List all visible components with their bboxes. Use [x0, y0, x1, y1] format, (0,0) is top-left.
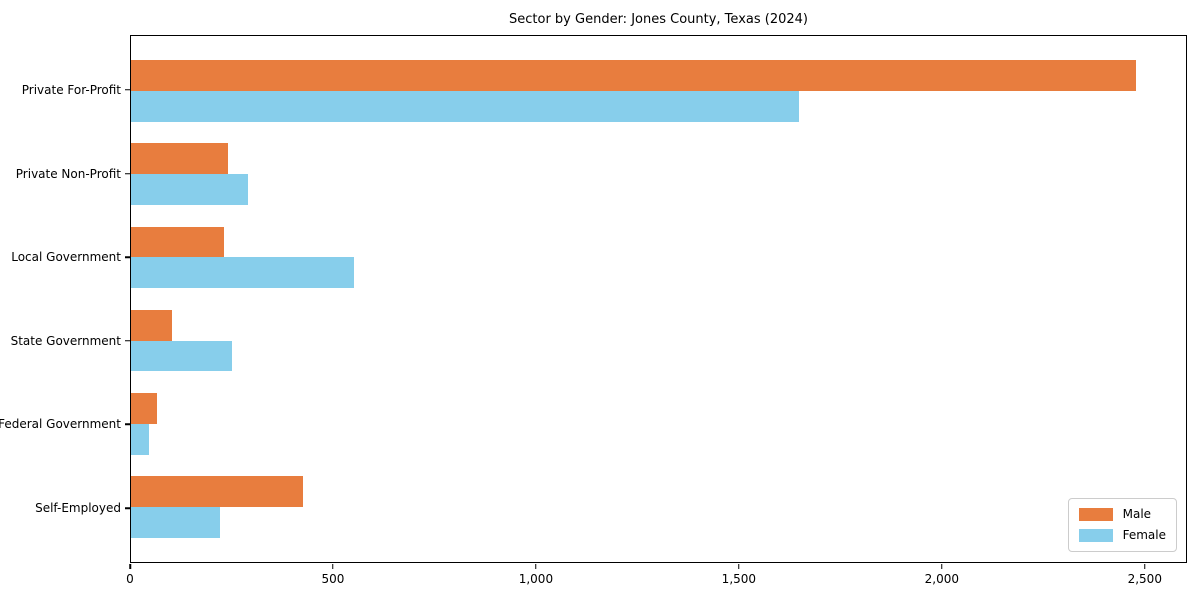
y-tick-label: Private For-Profit	[21, 82, 121, 97]
x-axis: 0 500 1,000 1,500 2,000 2,500	[126, 564, 1187, 598]
x-tick-label: 1,500	[721, 572, 757, 586]
legend-label-male: Male	[1122, 507, 1152, 521]
x-tick-mark	[129, 564, 131, 569]
legend-label-female: Female	[1122, 528, 1166, 542]
x-tick-label: 500	[321, 572, 345, 586]
y-tick-mark	[125, 89, 130, 91]
chart-title: Sector by Gender: Jones County, Texas (2…	[509, 12, 808, 27]
x-tick-label: 2,500	[1127, 572, 1162, 586]
legend-entry-male: Male	[1078, 507, 1166, 521]
bar-male	[131, 226, 225, 258]
y-axis-ticks	[125, 35, 130, 563]
y-tick-mark	[125, 256, 130, 258]
x-tick-mark	[941, 564, 943, 569]
y-tick-label: State Government	[10, 333, 121, 348]
y-tick-mark	[125, 340, 130, 342]
legend: Male Female	[1067, 498, 1177, 552]
bar-male	[131, 476, 304, 508]
bar-male	[131, 309, 172, 341]
x-tick-mark	[535, 564, 537, 569]
y-tick-label: Local Government	[11, 250, 121, 265]
x-tick-mark	[332, 564, 334, 569]
y-tick-label: Self-Employed	[35, 501, 121, 516]
y-tick-mark	[125, 423, 130, 426]
x-tick-label: 0	[126, 572, 134, 586]
plot-area: Male Female	[130, 35, 1187, 563]
y-tick-mark	[125, 172, 130, 175]
x-tick-label: 1,000	[518, 572, 554, 586]
bar-female	[131, 257, 354, 289]
x-tick-mark	[738, 564, 740, 569]
bar-female	[131, 340, 233, 372]
x-tick-label: 2,000	[924, 572, 959, 586]
x-tick-mark	[1144, 564, 1146, 569]
y-tick-label: Private Non-Profit	[15, 166, 121, 181]
bar-female	[131, 174, 249, 205]
y-axis-labels: Private For-Profit Private Non-Profit Loca…	[0, 35, 121, 563]
bar-male	[131, 59, 1136, 91]
bar-male	[131, 143, 229, 175]
bar-male	[131, 393, 158, 424]
bar-female	[131, 507, 221, 539]
y-tick-label: Federal Government	[0, 417, 121, 432]
bar-female	[131, 90, 800, 122]
legend-entry-female: Female	[1078, 528, 1166, 542]
y-tick-mark	[125, 507, 130, 509]
bar-female	[131, 423, 150, 455]
legend-swatch-male	[1078, 507, 1113, 521]
legend-swatch-female	[1078, 528, 1113, 542]
